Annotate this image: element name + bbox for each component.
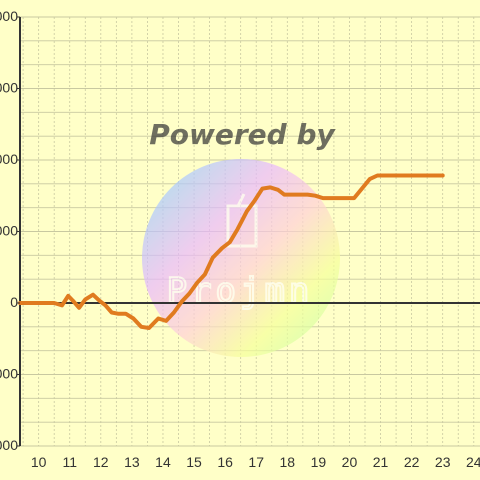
series-layer [18,173,445,330]
x-tick-label: 11 [62,454,77,470]
y-tick-label: -3,000 [0,366,18,382]
x-tick-label: 20 [342,454,358,470]
x-tick-label: 18 [280,454,296,470]
x-tick-label: 15 [186,454,202,470]
y-tick-labels: -6,000 -3,000 0 3,000 6,000 9,000 12,000 [0,8,20,453]
series-line [18,173,445,330]
watermark-text: Powered by [149,118,336,151]
y-tick-label: 12,000 [0,8,18,24]
x-tick-label: 21 [373,454,389,470]
x-tick-label: 12 [93,454,109,470]
x-tick-label: 24 [466,454,480,470]
x-tick-labels: 10 11 12 13 14 15 16 17 18 19 20 21 22 23 24 [31,454,480,470]
x-tick-label: 13 [124,454,140,470]
y-tick-label: -6,000 [0,437,18,453]
watermark-logo-circle [142,159,340,357]
y-tick-label: 6,000 [0,151,18,167]
y-tick-label: 0 [10,294,18,310]
watermark-logo-text: Projmn [167,271,314,311]
y-tick-label: 3,000 [0,223,18,239]
x-tick-label: 10 [31,454,47,470]
x-tick-label: 17 [248,454,264,470]
x-tick-label: 14 [155,454,171,470]
x-tick-label: 19 [311,454,327,470]
watermark: Powered by Projmn [142,118,340,357]
watermark-logo-icon [226,193,258,248]
x-tick-label: 23 [435,454,451,470]
y-tick-label: 9,000 [0,80,18,96]
x-tick-label: 22 [404,454,420,470]
x-tick-label: 16 [217,454,233,470]
